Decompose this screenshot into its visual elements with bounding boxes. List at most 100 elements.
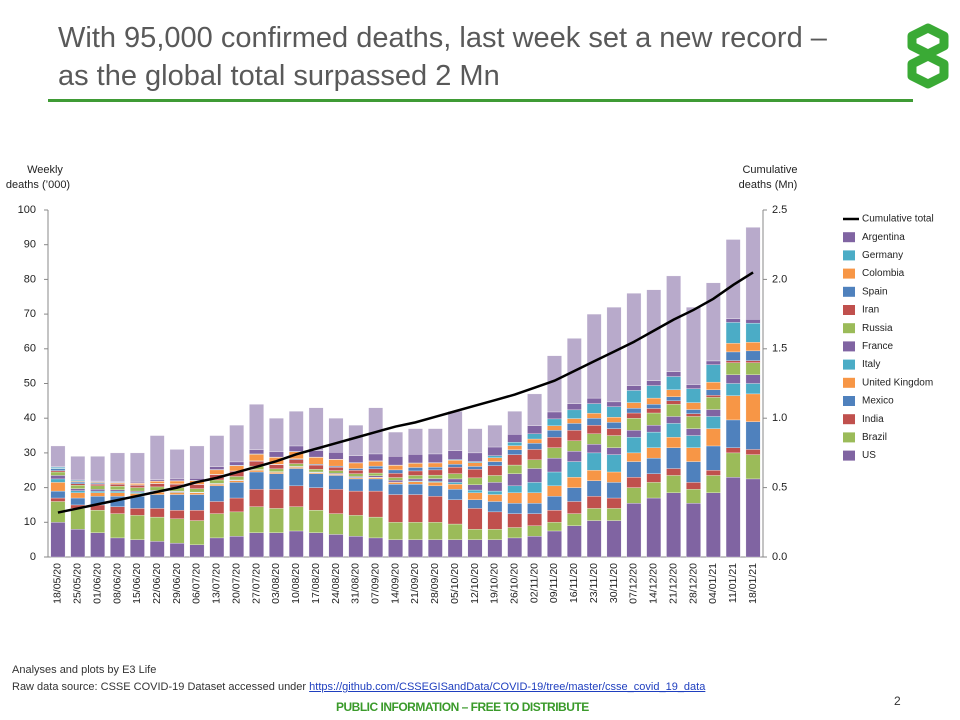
bar-segment bbox=[686, 461, 701, 483]
bar-segment bbox=[626, 407, 642, 414]
bar-segment bbox=[408, 478, 423, 482]
bar-segment bbox=[745, 421, 761, 450]
legend-swatch bbox=[843, 305, 855, 315]
bar-segment bbox=[606, 401, 622, 407]
bar-segment bbox=[487, 457, 503, 462]
bar-segment bbox=[249, 404, 264, 450]
bar-segment bbox=[348, 490, 364, 516]
bar-segment bbox=[447, 482, 463, 485]
bar-segment bbox=[149, 481, 165, 484]
bar-segment bbox=[90, 532, 105, 558]
bar-segment bbox=[646, 289, 662, 381]
bar-segment bbox=[706, 397, 721, 410]
bar-segment bbox=[70, 488, 86, 491]
x-tick-label: 14/12/20 bbox=[648, 563, 660, 604]
bar-segment bbox=[169, 542, 185, 558]
bar-segment bbox=[586, 397, 602, 404]
legend-swatch bbox=[843, 341, 855, 352]
bar-segment bbox=[169, 510, 185, 519]
x-tick-label: 04/01/21 bbox=[707, 563, 719, 604]
bar-segment bbox=[487, 465, 503, 476]
x-tick-label: 26/10/20 bbox=[509, 563, 521, 604]
source-link[interactable]: https://github.com/CSSEGISandData/COVID-… bbox=[309, 681, 706, 693]
bar-segment bbox=[328, 513, 344, 535]
bar-segment bbox=[725, 343, 741, 353]
bar-segment bbox=[527, 433, 542, 440]
bar-segment bbox=[487, 539, 503, 558]
bar-segment bbox=[308, 472, 324, 474]
bar-segment bbox=[567, 440, 582, 452]
bar-segment bbox=[487, 424, 503, 448]
bar-segment bbox=[130, 452, 145, 483]
bar-segment bbox=[725, 374, 741, 384]
bar-segment bbox=[606, 422, 622, 429]
bar-segment bbox=[646, 380, 662, 386]
bar-segment bbox=[50, 522, 66, 558]
bar-segment bbox=[745, 362, 761, 375]
bar-segment bbox=[586, 520, 602, 558]
bar-segment bbox=[527, 425, 542, 434]
bar-segment bbox=[328, 459, 344, 467]
bar-segment bbox=[706, 492, 721, 558]
bar-segment bbox=[70, 485, 86, 489]
bar-segment bbox=[487, 490, 503, 495]
legend-label: Italy bbox=[862, 359, 880, 370]
x-tick-label: 05/10/20 bbox=[449, 563, 461, 604]
bar-segment bbox=[348, 468, 364, 471]
bar-segment bbox=[706, 409, 721, 417]
bar-segment bbox=[368, 468, 384, 474]
bar-segment bbox=[130, 487, 145, 492]
bar-segment bbox=[547, 485, 562, 497]
bar-segment bbox=[666, 437, 681, 448]
x-tick-label: 14/09/20 bbox=[389, 563, 401, 604]
bar-segment bbox=[606, 454, 622, 473]
bar-segment bbox=[308, 407, 324, 451]
legend-swatch bbox=[843, 414, 855, 425]
bar-segment bbox=[725, 395, 741, 421]
bar-segment bbox=[189, 544, 205, 558]
bar-segment bbox=[249, 532, 264, 558]
bar-segment bbox=[328, 489, 344, 514]
bar-segment bbox=[467, 508, 483, 530]
bar-segment bbox=[666, 389, 681, 397]
bar-segment bbox=[149, 541, 165, 558]
bar-segment bbox=[447, 489, 463, 500]
bar-segment bbox=[745, 374, 761, 384]
bar-segment bbox=[328, 475, 344, 490]
bar-segment bbox=[348, 473, 364, 477]
bar-segment bbox=[269, 451, 284, 458]
bar-segment bbox=[507, 434, 523, 443]
bar-segment bbox=[70, 456, 86, 481]
bar-segment bbox=[110, 489, 125, 492]
y-tick-label: 20 bbox=[24, 482, 36, 494]
y-tick-label: 0 bbox=[30, 551, 36, 563]
bar-segment bbox=[209, 513, 225, 539]
bar-segment bbox=[606, 417, 622, 423]
legend-label: Cumulative total bbox=[862, 214, 934, 225]
bar-segment bbox=[348, 462, 364, 469]
bar-segment bbox=[90, 485, 105, 490]
bar-segment bbox=[606, 482, 622, 499]
bar-segment bbox=[666, 468, 681, 476]
y-tick-label: 10 bbox=[24, 516, 36, 528]
y2-tick-label: 1.0 bbox=[772, 412, 787, 424]
bar-segment bbox=[646, 447, 662, 459]
bar-segment bbox=[368, 477, 384, 480]
bar-segment bbox=[130, 485, 145, 488]
bar-segment bbox=[547, 457, 562, 473]
bar-segment bbox=[666, 396, 681, 402]
legend-swatch bbox=[843, 286, 855, 297]
bar-segment bbox=[249, 489, 264, 507]
y2-tick-label: 1.5 bbox=[772, 343, 787, 355]
bar-segment bbox=[706, 360, 721, 365]
bar-segment bbox=[725, 383, 741, 396]
bar-segment bbox=[90, 510, 105, 533]
logo bbox=[907, 23, 949, 89]
bar-segment bbox=[388, 522, 403, 540]
bar-segment bbox=[348, 477, 364, 480]
bar-segment bbox=[388, 477, 403, 481]
x-tick-label: 23/11/20 bbox=[588, 563, 600, 603]
bar-segment bbox=[269, 473, 284, 490]
bar-segment bbox=[745, 478, 761, 558]
bar-segment bbox=[130, 491, 145, 494]
